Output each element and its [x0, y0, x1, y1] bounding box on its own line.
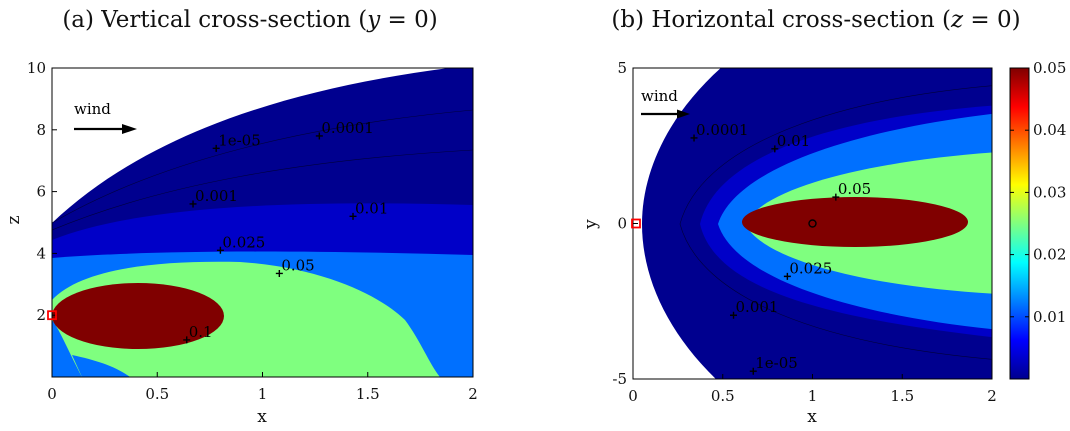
contour-label: 0.001 — [736, 298, 779, 316]
x-tick-label: 2 — [987, 387, 997, 405]
x-tick-label: 0 — [628, 387, 638, 405]
band-region — [52, 283, 224, 349]
colorbar-ticks: 0.01 0.02 0.03 0.04 0.05 — [1010, 59, 1066, 326]
y-tick-label: 10 — [27, 59, 46, 77]
panel-a-xticks: 0 0.5 1 1.5 2 — [47, 372, 478, 403]
contour-label: 0.0001 — [321, 119, 374, 137]
y-tick-label: 4 — [36, 244, 46, 262]
panel-a-title: (a) Vertical cross-section (y = 0) — [62, 7, 437, 33]
contour-label-marker — [189, 200, 197, 208]
x-tick-label: 1 — [808, 387, 818, 405]
wind-label: wind — [641, 87, 678, 105]
band-region — [72, 355, 130, 377]
x-tick-label: 1.5 — [890, 387, 914, 405]
contour-label: 1e-05 — [755, 354, 798, 372]
panel-b-contour-labels: 0.0001 0.01 0.05 0.025 0.001 1e-05 — [690, 121, 871, 375]
contour-label: 0.001 — [195, 187, 238, 205]
colorbar: 0.01 0.02 0.03 0.04 0.05 — [1009, 59, 1066, 380]
panel-a-yticks: 2 4 6 8 10 — [27, 59, 57, 324]
y-tick-label: -5 — [612, 370, 627, 388]
contour-label: 0.05 — [281, 256, 314, 274]
panel-a-ylabel: z — [4, 215, 24, 224]
contour-line — [52, 109, 473, 224]
y-tick-label: 6 — [36, 183, 46, 201]
y-tick-label: 5 — [617, 59, 627, 77]
contour-label-marker — [783, 272, 791, 280]
x-tick-label: 1.5 — [356, 385, 380, 403]
wind-arrow-icon — [74, 124, 137, 134]
source-marker — [47, 310, 57, 321]
contour-label-marker — [315, 132, 323, 140]
colorbar-tick-label: 0.01 — [1033, 308, 1066, 326]
contour-label: 0.0001 — [696, 121, 749, 139]
panel-b-ylabel: y — [581, 219, 601, 230]
wind-label: wind — [74, 100, 111, 118]
maximum-marker — [808, 219, 817, 228]
panel-a-contour-labels: 1e-05 0.0001 0.001 0.01 0.025 0.05 0.1 — [183, 119, 388, 344]
y-tick-label: 8 — [36, 121, 46, 139]
colorbar-tick-label: 0.04 — [1033, 121, 1066, 139]
contour-line — [52, 149, 473, 231]
contour-label-marker — [832, 193, 840, 201]
colorbar-gradient — [1009, 67, 1030, 380]
contour-label: 0.01 — [777, 132, 810, 150]
x-tick-label: 1 — [258, 385, 268, 403]
x-tick-label: 0.5 — [145, 385, 169, 403]
source-marker — [631, 218, 641, 229]
contour-label: 1e-05 — [218, 131, 261, 149]
contour-label-marker — [749, 367, 757, 375]
panel-b-title: (b) Horizontal cross-section (z = 0) — [611, 7, 1020, 33]
contour-label-marker — [275, 269, 283, 277]
contour-label-marker — [690, 134, 698, 142]
panel-b-filled-contours — [633, 68, 992, 379]
y-tick-label: 0 — [617, 215, 627, 233]
x-tick-label: 0 — [47, 385, 57, 403]
wind-arrow-icon — [641, 109, 690, 119]
x-tick-label: 0.5 — [711, 387, 735, 405]
contour-label: 0.1 — [189, 323, 213, 341]
panel-b-xlabel: x — [807, 407, 817, 427]
contour-label-marker — [730, 311, 738, 319]
contour-label-marker — [349, 212, 357, 220]
panel-a: (a) Vertical cross-section (y = 0) 2 4 6 8 1… — [4, 7, 478, 427]
panel-b-xticks: 0 0.5 1 1.5 2 — [628, 374, 997, 405]
colorbar-tick-label: 0.02 — [1033, 246, 1066, 264]
contour-label: 0.01 — [355, 199, 388, 217]
contour-label: 0.05 — [838, 180, 871, 198]
colorbar-tick-label: 0.05 — [1033, 59, 1066, 77]
y-tick-label: 2 — [36, 306, 46, 324]
panel-b: (b) Horizontal cross-section (z = 0) -50… — [581, 7, 1066, 427]
contour-label: 0.025 — [222, 233, 265, 251]
contour-label-marker — [216, 246, 224, 254]
x-tick-label: 2 — [468, 385, 478, 403]
contour-label: 0.025 — [789, 259, 832, 277]
contour-label-marker — [771, 145, 779, 153]
colorbar-tick-label: 0.03 — [1033, 183, 1066, 201]
panel-a-filled-contours — [52, 68, 473, 377]
band-region — [742, 197, 968, 247]
panel-b-yticks: -5 0 5 — [612, 59, 638, 388]
contour-label-marker — [183, 336, 191, 344]
contour-line — [679, 85, 992, 360]
panel-a-xlabel: x — [257, 407, 267, 427]
contour-label-marker — [212, 144, 220, 152]
